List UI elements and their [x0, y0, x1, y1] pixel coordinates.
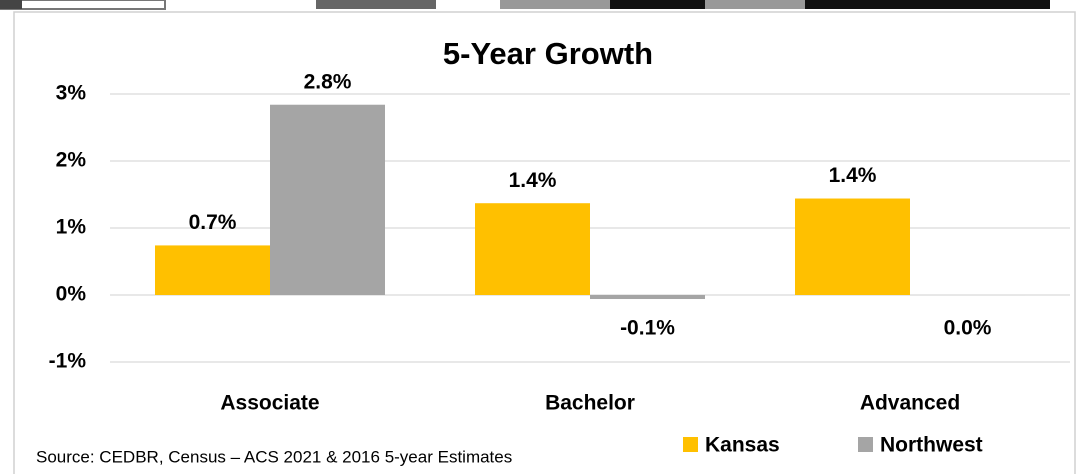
data-label: 0.7%: [189, 211, 237, 234]
legend-swatch: [683, 437, 698, 452]
top-strip: [0, 0, 1050, 10]
bar: [590, 295, 705, 300]
data-label: -0.1%: [620, 317, 675, 340]
source-note: Source: CEDBR, Census – ACS 2021 & 2016 …: [36, 447, 512, 466]
chart-title: 5-Year Growth: [443, 36, 653, 71]
data-label: 1.4%: [509, 169, 557, 192]
bar: [155, 245, 270, 295]
y-tick-label: 2%: [56, 149, 87, 172]
y-tick-label: 1%: [56, 216, 87, 239]
y-tick-label: -1%: [49, 350, 87, 373]
x-tick-label: Advanced: [860, 392, 960, 415]
x-tick-label: Associate: [220, 392, 319, 415]
bar: [795, 198, 910, 295]
legend-label: Northwest: [880, 434, 983, 457]
data-label: 0.0%: [944, 317, 992, 340]
data-label: 1.4%: [829, 164, 877, 187]
bar: [475, 203, 590, 295]
bar: [270, 104, 385, 295]
y-tick-label: 3%: [56, 82, 87, 105]
y-tick-label: 0%: [56, 283, 87, 306]
data-label: 2.8%: [304, 70, 352, 93]
legend-label: Kansas: [705, 434, 780, 457]
x-tick-label: Bachelor: [545, 392, 635, 415]
legend-swatch: [858, 437, 873, 452]
chart-frame: [13, 11, 1076, 474]
